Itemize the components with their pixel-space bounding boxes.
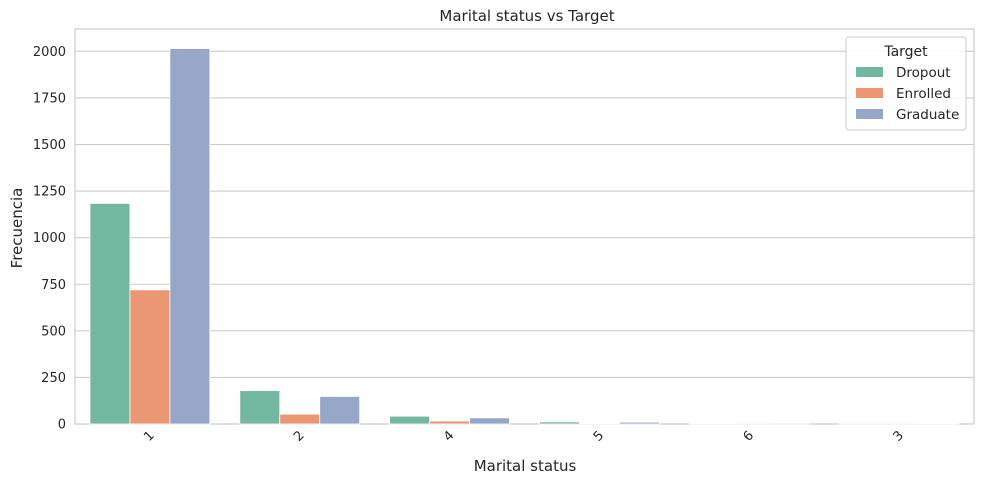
chart-title: Marital status vs Target xyxy=(439,7,614,25)
x-tick-labels: 1 2 4 5 6 3 xyxy=(141,428,907,444)
bar-graduate-2 xyxy=(319,396,361,425)
bar-enrolled-1 xyxy=(129,289,171,425)
y-tick-label: 500 xyxy=(41,324,66,339)
bar-graduate-1 xyxy=(169,48,211,425)
bar-graduate-4 xyxy=(469,417,510,425)
y-tick-label: 0 xyxy=(58,418,66,433)
bar-enrolled-5 xyxy=(579,422,620,425)
y-tick-label: 1000 xyxy=(33,231,66,246)
x-tick-label: 1 xyxy=(141,428,157,444)
x-tick-label: 5 xyxy=(591,428,607,444)
legend-swatch-dropout xyxy=(856,67,883,77)
x-tick-label: 2 xyxy=(291,428,307,444)
x-axis-label: Marital status xyxy=(474,457,577,475)
y-tick-label: 2000 xyxy=(33,45,66,60)
x-tick-label: 3 xyxy=(890,428,906,444)
y-tick-label: 1750 xyxy=(33,91,66,106)
legend-label-enrolled: Enrolled xyxy=(896,86,951,102)
y-tick-labels: 0 250 500 750 1000 1250 1500 1750 2000 xyxy=(33,45,66,433)
y-tick-label: 250 xyxy=(41,371,66,386)
bar-graduate-3 xyxy=(918,423,960,425)
legend-swatch-graduate xyxy=(856,109,883,119)
legend: Target Dropout Enrolled Graduate xyxy=(845,36,967,131)
x-tick-label: 6 xyxy=(741,428,757,444)
bar-graduate-6 xyxy=(768,422,810,425)
y-tick-label: 1500 xyxy=(33,138,66,153)
gridlines xyxy=(75,50,974,425)
x-tick-label: 4 xyxy=(441,428,457,444)
y-tick-label: 750 xyxy=(41,278,66,293)
bar-dropout-2 xyxy=(239,390,281,425)
y-tick-label: 1250 xyxy=(33,185,66,200)
legend-items: Dropout Enrolled Graduate xyxy=(856,65,959,123)
bar-dropout-4 xyxy=(389,415,431,425)
y-axis-label: Frecuencia xyxy=(8,188,26,269)
bar-enrolled-2 xyxy=(279,413,321,425)
legend-swatch-enrolled xyxy=(856,88,883,98)
legend-title: Target xyxy=(883,44,928,60)
bar-dropout-5 xyxy=(539,421,580,425)
legend-label-graduate: Graduate xyxy=(896,107,959,123)
legend-label-dropout: Dropout xyxy=(896,65,951,81)
bar-graduate-5 xyxy=(618,421,660,425)
legend-box xyxy=(845,36,967,131)
bar-dropout-1 xyxy=(89,202,131,425)
bars xyxy=(89,48,960,425)
bar-dropout-6 xyxy=(688,422,730,425)
bar-enrolled-4 xyxy=(429,420,470,425)
